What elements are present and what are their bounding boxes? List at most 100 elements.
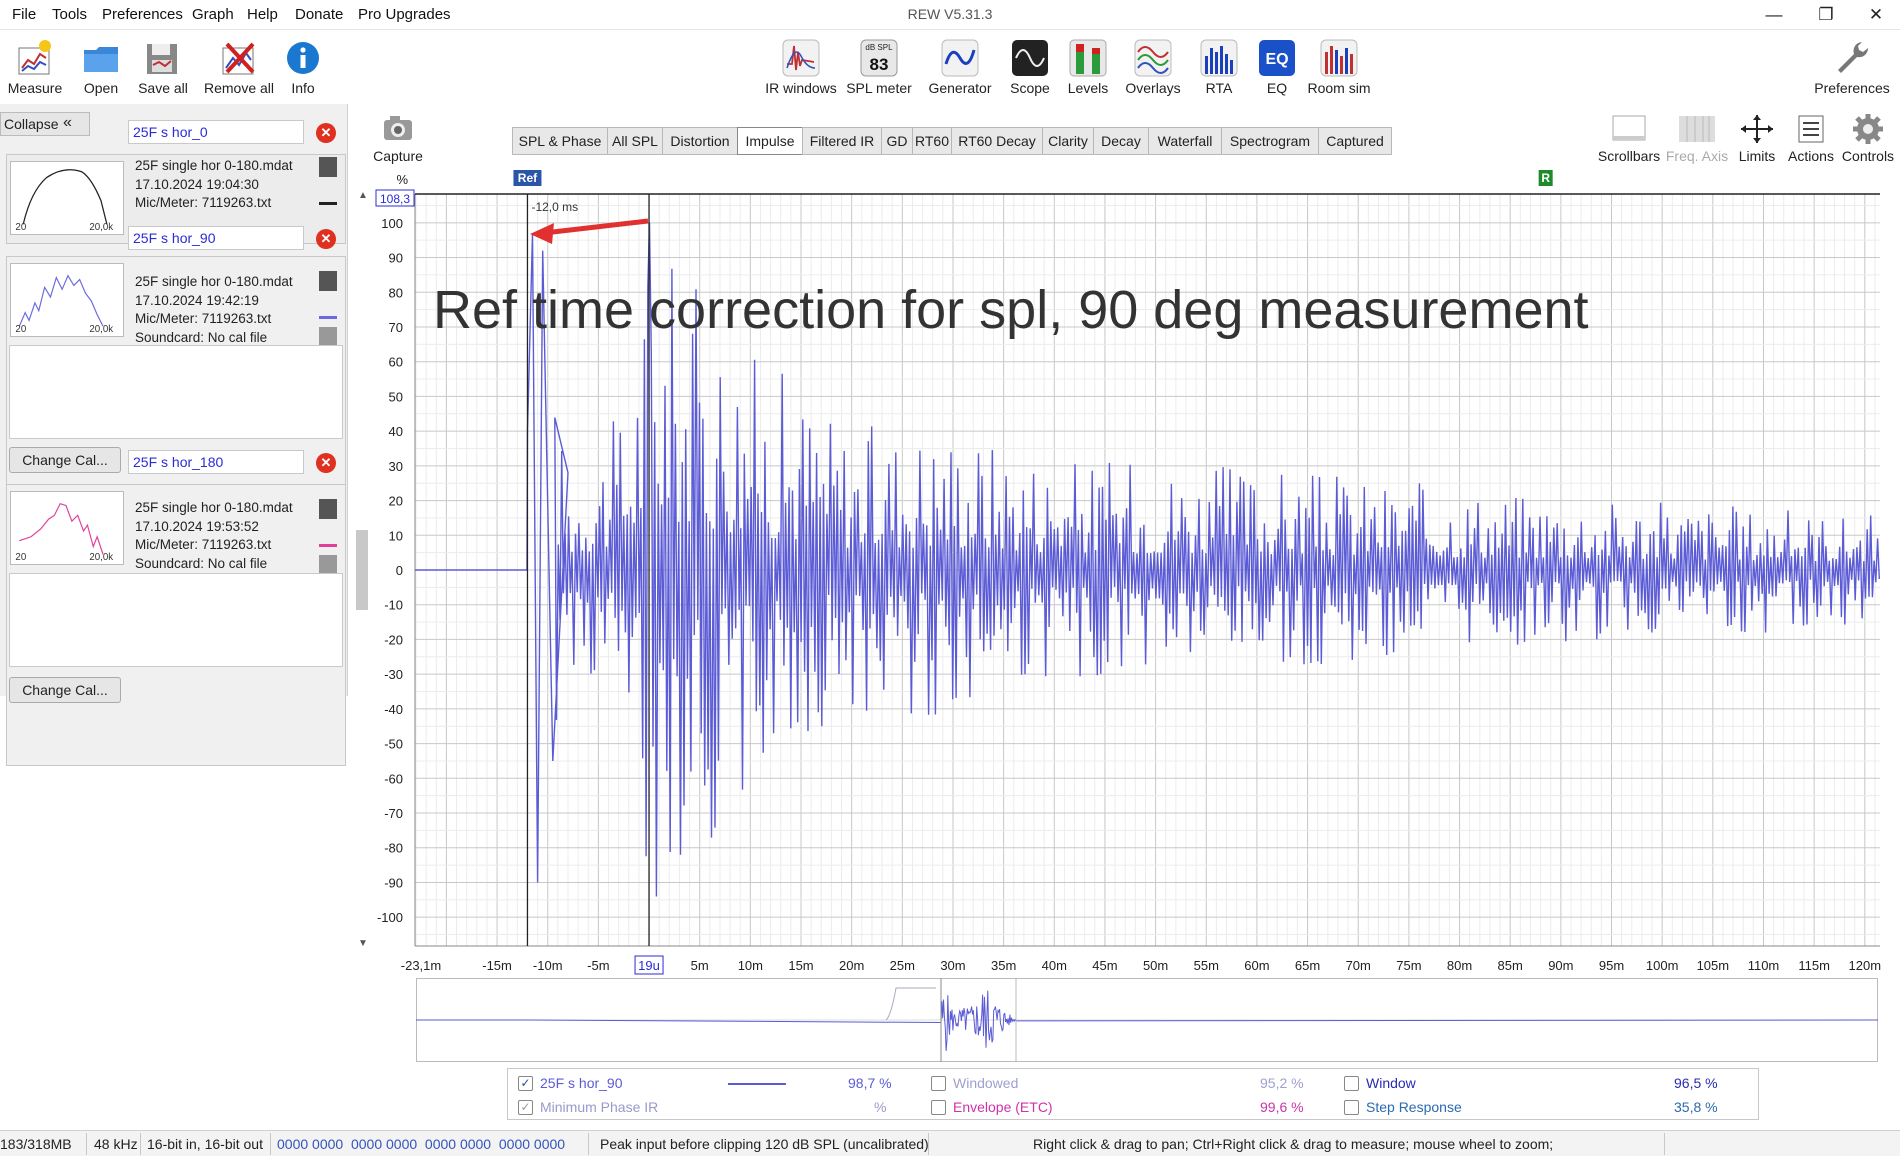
x-tick-label: 85m: [1498, 958, 1523, 973]
tab-rt60-decay[interactable]: RT60 Decay: [951, 127, 1043, 155]
controls-button[interactable]: Controls: [1833, 108, 1900, 170]
capture-button[interactable]: Capture: [363, 108, 433, 170]
menu-bar: File Tools Preferences Graph Help Donate…: [0, 0, 1900, 30]
notes-icon[interactable]: [319, 555, 337, 575]
measurement-card-1[interactable]: 1 20 20,0k 25F single hor 0-180.mdat 17.…: [6, 154, 346, 244]
save-all-button[interactable]: Save all: [123, 30, 203, 104]
tab-impulse[interactable]: Impulse: [737, 127, 803, 155]
y-tick-label: 30: [389, 459, 403, 474]
measurement-name-3[interactable]: 25F s hor_180: [128, 450, 304, 474]
measurement-date: 17.10.2024 19:53:52: [135, 518, 259, 534]
menu-preferences[interactable]: Preferences: [102, 6, 183, 23]
data-icon[interactable]: [319, 271, 337, 291]
limits-button[interactable]: Limits: [1722, 108, 1792, 170]
legend-checkbox-main[interactable]: ✓: [518, 1076, 533, 1091]
menu-donate[interactable]: Donate: [295, 6, 344, 23]
tab-rt60[interactable]: RT60: [912, 127, 952, 155]
overlays-icon: [1134, 39, 1172, 77]
measurement-card-3[interactable]: 3 20 20,0k 25F single hor 0-180.mdat 17.…: [6, 484, 346, 766]
remove-measurement-icon[interactable]: ✕: [316, 453, 336, 473]
tab-all-spl[interactable]: All SPL: [607, 127, 663, 155]
actions-button[interactable]: Actions: [1776, 108, 1846, 170]
remove-all-button[interactable]: Remove all: [199, 30, 279, 104]
info-button[interactable]: Info: [263, 30, 343, 104]
trace-color-icon[interactable]: [319, 527, 337, 547]
tab-filtered-ir[interactable]: Filtered IR: [802, 127, 882, 155]
trace-color-icon[interactable]: [319, 185, 337, 205]
tab-spectrogram[interactable]: Spectrogram: [1221, 127, 1319, 155]
open-button[interactable]: Open: [61, 30, 141, 104]
y-axis-ticks: 1009080706050403020100-10-20-30-40-50-60…: [377, 216, 403, 925]
tab-captured[interactable]: Captured: [1318, 127, 1392, 155]
scrollbar-thumb[interactable]: [356, 530, 368, 610]
data-icon[interactable]: [319, 157, 337, 177]
cursor-label: -12,0 ms: [531, 200, 578, 214]
x-axis-ticks: -23,1m -15m -10m -5m 19u 5m 10m 15m 20m 25m 30m 35m…: [401, 955, 1881, 975]
impulse-chart[interactable]: 1009080706050403020100-10-20-30-40-50-60…: [360, 168, 1900, 978]
measure-button[interactable]: Measure: [0, 30, 75, 104]
measurement-name-2[interactable]: 25F s hor_90: [128, 226, 304, 250]
notes-area[interactable]: [9, 345, 343, 439]
tab-clarity[interactable]: Clarity: [1042, 127, 1094, 155]
legend-checkbox-envelope[interactable]: [931, 1100, 946, 1115]
notes-area[interactable]: [9, 573, 343, 667]
tab-spl-phase[interactable]: SPL & Phase: [512, 127, 608, 155]
tab-decay[interactable]: Decay: [1093, 127, 1149, 155]
legend-checkbox-minphase[interactable]: ✓: [518, 1100, 533, 1115]
legend-checkbox-step[interactable]: [1344, 1100, 1359, 1115]
window-title: REW V5.31.3: [907, 6, 993, 22]
tab-waterfall[interactable]: Waterfall: [1148, 127, 1222, 155]
menu-tools[interactable]: Tools: [52, 6, 88, 23]
scope-button[interactable]: Scope: [990, 30, 1070, 104]
measurements-panel: Collapse « 1 20 20,0k 25F single hor 0-1…: [0, 104, 348, 766]
panel-scrollbar[interactable]: ▲ ▼: [356, 190, 368, 950]
measurement-file: 25F single hor 0-180.mdat: [135, 274, 293, 289]
room-sim-button[interactable]: Room sim: [1299, 30, 1379, 104]
scrollbars-button[interactable]: Scrollbars: [1593, 108, 1665, 170]
tab-distortion[interactable]: Distortion: [662, 127, 738, 155]
overview-strip[interactable]: [416, 978, 1878, 1062]
collapse-button[interactable]: Collapse «: [0, 112, 90, 136]
minimize-icon[interactable]: —: [1765, 5, 1783, 24]
x-tick-label: 25m: [890, 958, 915, 973]
legend-checkbox-window[interactable]: [1344, 1076, 1359, 1091]
legend-checkbox-windowed[interactable]: [931, 1076, 946, 1091]
notes-icon[interactable]: [319, 327, 337, 347]
menu-help[interactable]: Help: [247, 6, 278, 23]
y-tick-label: 70: [389, 320, 403, 335]
gear-icon: [1853, 114, 1883, 144]
svg-text:20: 20: [15, 552, 26, 563]
ir-windows-button[interactable]: IR windows: [761, 30, 841, 104]
change-cal-button[interactable]: Change Cal...: [9, 447, 121, 473]
remove-measurement-icon[interactable]: ✕: [316, 229, 336, 249]
close-icon[interactable]: ✕: [1868, 5, 1884, 24]
change-cal-button[interactable]: Change Cal...: [9, 677, 121, 703]
ref-marker[interactable]: Ref: [513, 170, 542, 186]
preferences-button[interactable]: Preferences: [1812, 30, 1892, 104]
data-icon[interactable]: [319, 499, 337, 519]
measurement-name-1[interactable]: 25F s hor_0: [128, 120, 304, 144]
menu-pro-upgrades[interactable]: Pro Upgrades: [358, 6, 451, 23]
x-tick-label: -15m: [482, 958, 512, 973]
spl-meter-button[interactable]: dB SPL 83 SPL meter: [839, 30, 919, 104]
measurement-date: 17.10.2024 19:42:19: [135, 292, 259, 308]
y-tick-label: 20: [389, 494, 403, 509]
menu-file[interactable]: File: [12, 6, 37, 23]
y-tick-label: -40: [384, 702, 403, 717]
scroll-up-icon[interactable]: ▲: [358, 190, 368, 201]
freq-axis-button[interactable]: Freq. Axis: [1662, 108, 1732, 170]
scroll-down-icon[interactable]: ▼: [358, 938, 368, 949]
remove-icon: [222, 42, 255, 75]
overlays-button[interactable]: Overlays: [1113, 30, 1193, 104]
remove-measurement-icon[interactable]: ✕: [316, 123, 336, 143]
levels-button[interactable]: Levels: [1048, 30, 1128, 104]
maximize-icon[interactable]: ❐: [1818, 5, 1834, 24]
trace-color-icon[interactable]: [319, 299, 337, 319]
eq-button[interactable]: EQ EQ: [1237, 30, 1317, 104]
rta-button[interactable]: RTA: [1179, 30, 1259, 104]
r-marker[interactable]: R: [1538, 170, 1553, 186]
generator-button[interactable]: Generator: [920, 30, 1000, 104]
tab-gd[interactable]: GD: [881, 127, 913, 155]
rta-icon: [1200, 39, 1238, 77]
menu-graph[interactable]: Graph: [192, 6, 234, 23]
